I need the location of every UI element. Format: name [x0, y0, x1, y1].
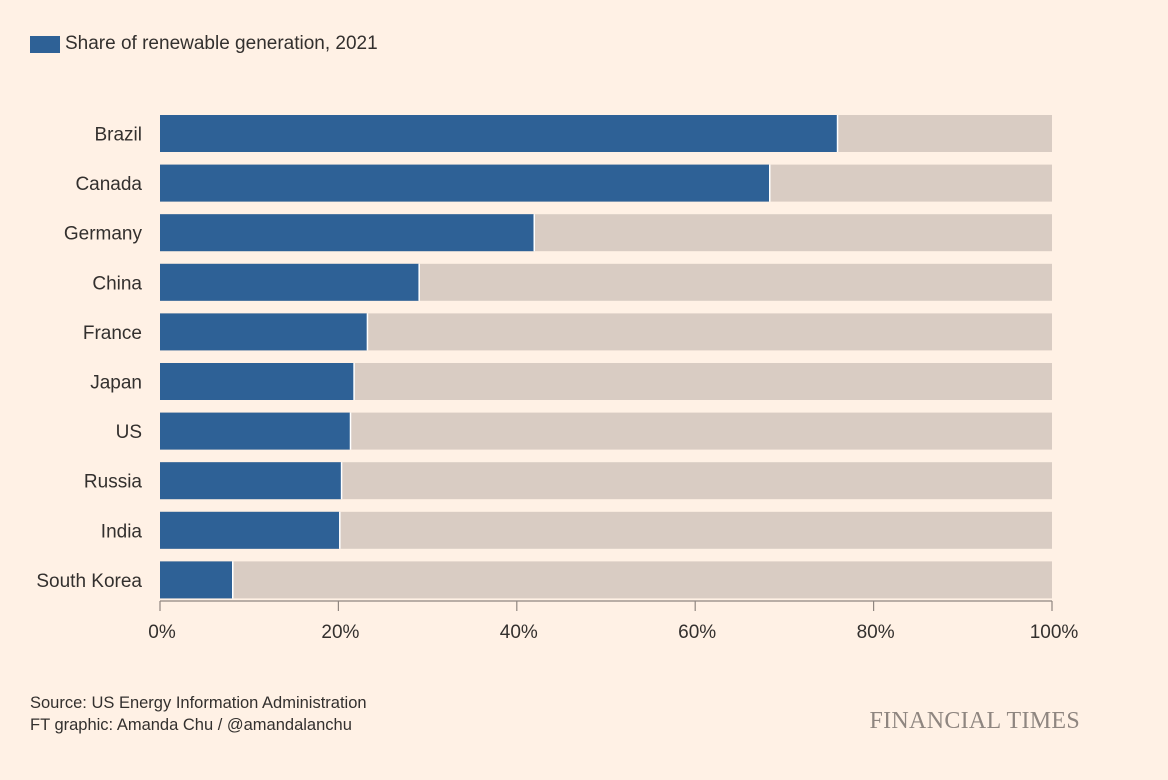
- legend-swatch: [30, 35, 60, 53]
- category-label-japan: Japan: [90, 373, 142, 394]
- category-label-india: India: [101, 521, 143, 542]
- category-label-south-korea: South Korea: [36, 571, 142, 592]
- x-tick-label-80: 80%: [857, 622, 895, 643]
- category-label-france: France: [83, 323, 142, 344]
- bar-germany: [160, 214, 534, 252]
- bar-japan: [160, 363, 354, 400]
- bar-south-korea: [160, 561, 233, 599]
- brand-logo: FINANCIAL TIMES: [869, 708, 1080, 734]
- legend-label: Share of renewable generation, 2021: [65, 33, 378, 54]
- credit-note: FT graphic: Amanda Chu / @amandalanchu: [30, 716, 352, 734]
- bar-china: [160, 263, 419, 301]
- footer: Source: US Energy Information Administra…: [30, 692, 367, 736]
- category-label-us: US: [116, 422, 142, 443]
- category-label-canada: Canada: [75, 174, 142, 195]
- legend: Share of renewable generation, 2021: [30, 33, 378, 55]
- bar-russia: [160, 462, 342, 500]
- x-tick-label-20: 20%: [321, 622, 359, 643]
- bar-remainder-south-korea: [160, 561, 1052, 599]
- category-label-russia: Russia: [84, 472, 143, 493]
- source-note: Source: US Energy Information Administra…: [30, 694, 367, 712]
- bar-canada: [160, 164, 770, 202]
- bar-france: [160, 313, 367, 351]
- bar-us: [160, 412, 350, 450]
- bar-india: [160, 511, 340, 549]
- category-label-china: China: [92, 273, 142, 294]
- bar-brazil: [160, 115, 838, 152]
- category-label-germany: Germany: [64, 224, 143, 245]
- x-tick-label-40: 40%: [500, 622, 538, 643]
- category-label-brazil: Brazil: [94, 125, 142, 146]
- x-tick-label-100: 100%: [1030, 622, 1079, 643]
- x-tick-label-60: 60%: [678, 622, 716, 643]
- x-tick-label-0: 0%: [148, 622, 176, 643]
